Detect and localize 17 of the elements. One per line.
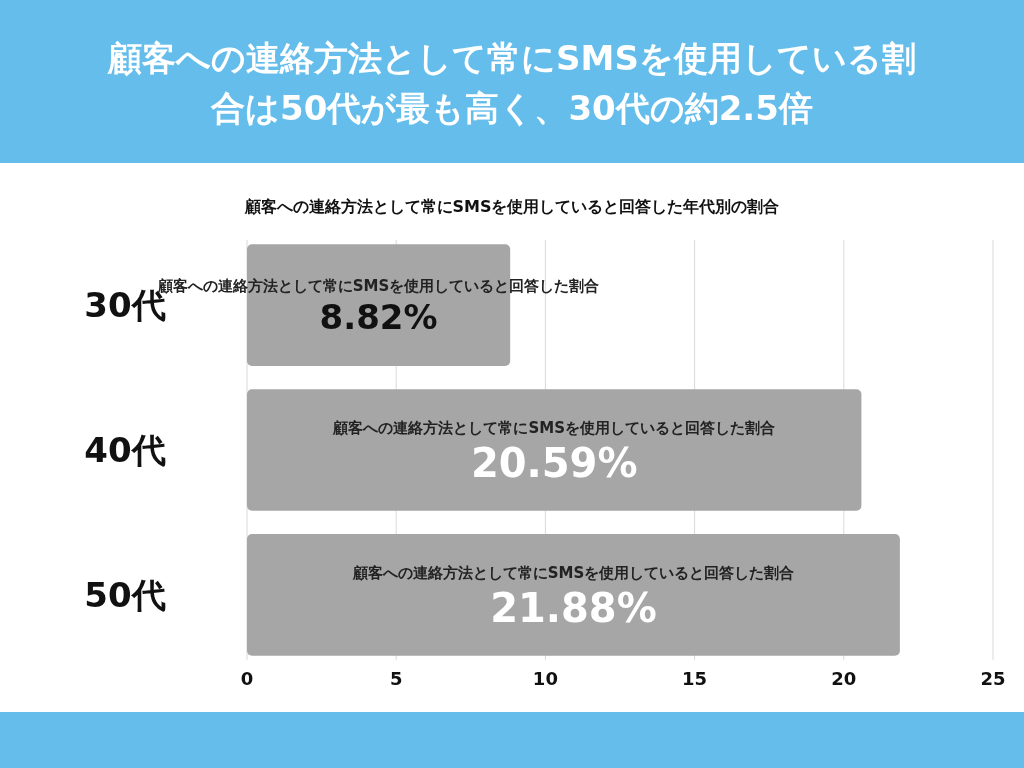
bar: [247, 389, 862, 511]
x-tick-label: 20: [831, 668, 857, 689]
chart-title: 顧客への連絡方法として常にSMSを使用している割合は50代が最も高く、30代の約2.5倍: [107, 38, 916, 128]
data-label: 20.59%: [470, 440, 638, 486]
data-label: 21.88%: [490, 584, 657, 631]
x-tick-label: 10: [532, 668, 558, 689]
x-tick-label: 5: [389, 668, 403, 689]
data-label: 8.82%: [319, 297, 438, 338]
text: 顧客への連絡方法として常にSMSを使用していると回答した割合: [352, 563, 795, 582]
bar: [247, 534, 900, 656]
y-tick-label: 50代: [84, 574, 166, 615]
series-label: 顧客への連絡方法として常にSMSを使用していると回答した割合: [332, 419, 775, 437]
y-tick-label: 40代: [84, 430, 166, 470]
chart-subtitle: 顧客への連絡方法として常にSMSを使用していると回答した年代別の割合: [243, 197, 780, 216]
x-tick-label: 0: [240, 668, 254, 689]
x-tick-label: 25: [980, 668, 1006, 689]
x-tick-label: 15: [682, 668, 708, 689]
